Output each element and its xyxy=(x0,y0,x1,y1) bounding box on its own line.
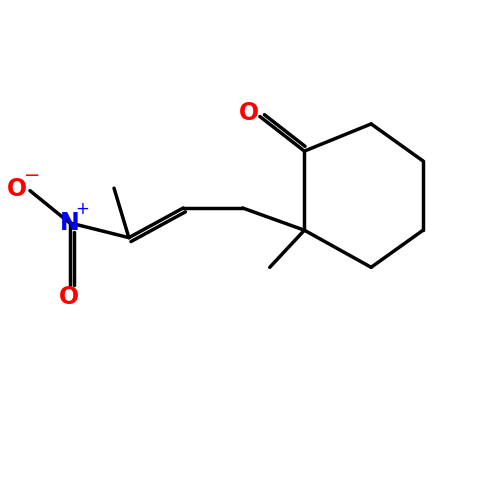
Text: +: + xyxy=(75,200,89,218)
Text: O: O xyxy=(7,176,27,201)
Text: −: − xyxy=(24,166,40,185)
Text: N: N xyxy=(60,211,80,235)
Text: O: O xyxy=(59,286,79,310)
Text: O: O xyxy=(239,101,259,125)
